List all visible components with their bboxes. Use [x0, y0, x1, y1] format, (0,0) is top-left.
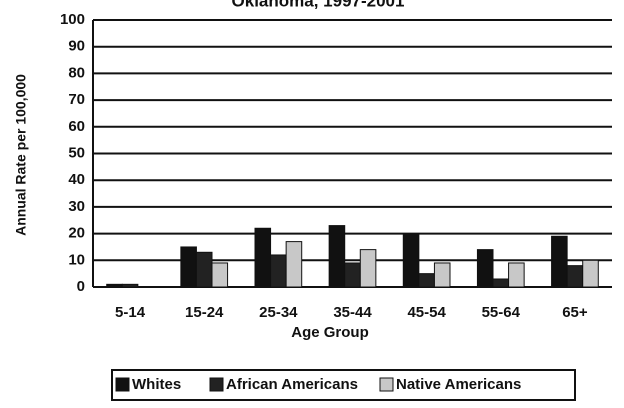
- bar: [433, 262, 451, 288]
- x-tick-label: 65+: [562, 304, 588, 321]
- legend-label: Native Americans: [396, 376, 521, 393]
- y-tick-label: 40: [68, 171, 85, 188]
- bar: [566, 265, 584, 288]
- bar: [551, 235, 568, 288]
- y-axis-label: Annual Rate per 100,000: [13, 74, 29, 236]
- y-tick-label: 60: [68, 118, 85, 135]
- x-tick-label: 25-34: [259, 304, 298, 321]
- bar: [195, 251, 213, 288]
- legend-box: [111, 369, 576, 401]
- bar: [508, 262, 525, 288]
- x-tick-label: 55-64: [482, 304, 521, 321]
- bar: [254, 227, 272, 288]
- y-tick-label: 10: [68, 251, 85, 268]
- bar: [582, 259, 599, 288]
- legend-swatch: [209, 377, 224, 392]
- y-tick-label: 20: [68, 225, 85, 242]
- bar: [402, 233, 420, 288]
- y-tick-label: 50: [68, 144, 85, 161]
- y-tick-label: 100: [60, 11, 85, 28]
- legend-label: African Americans: [226, 376, 358, 393]
- bar: [211, 262, 229, 288]
- bar: [359, 249, 377, 288]
- bar: [492, 278, 510, 288]
- y-tick-label: 80: [68, 64, 85, 81]
- bar: [121, 283, 139, 288]
- x-axis-label: Age Group: [291, 324, 369, 341]
- y-tick-label: 90: [68, 38, 85, 55]
- y-tick-label: 70: [68, 91, 85, 108]
- x-tick-label: 5-14: [115, 304, 146, 321]
- chart-title: Oklahoma, 1997-2001: [232, 0, 405, 10]
- x-tick-label: 15-24: [185, 304, 224, 321]
- bar: [270, 254, 287, 288]
- bar: [328, 225, 346, 288]
- x-tick-label: 45-54: [407, 304, 446, 321]
- bar: [476, 249, 494, 288]
- x-tick-label: 35-44: [333, 304, 372, 321]
- y-tick-label: 0: [77, 278, 85, 295]
- bar: [285, 241, 303, 288]
- bar: [106, 283, 123, 288]
- legend-swatch: [379, 377, 394, 392]
- bar: [180, 246, 197, 288]
- bar: [418, 273, 435, 288]
- y-tick-label: 30: [68, 198, 85, 215]
- legend-label: Whites: [132, 376, 181, 393]
- legend-swatch: [115, 377, 130, 392]
- bar: [344, 262, 361, 288]
